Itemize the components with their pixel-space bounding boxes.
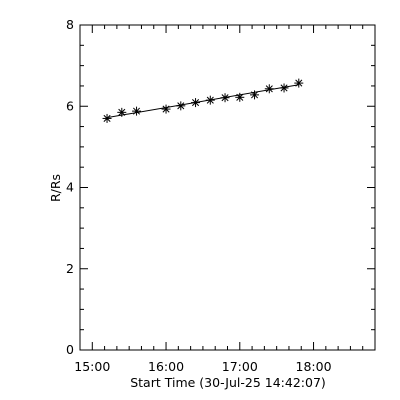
data-point — [294, 78, 304, 88]
data-point — [235, 92, 245, 102]
fit-line-group — [106, 84, 299, 119]
data-point — [132, 106, 142, 116]
data-point — [161, 104, 171, 114]
x-axis-tick-labels: 15:00 16:00 17:00 18:00 — [74, 359, 331, 374]
data-point — [279, 83, 289, 93]
data-point — [102, 113, 112, 123]
x-axis-ticks — [79, 25, 376, 350]
x-tick-label: 18:00 — [296, 359, 332, 374]
y-axis-ticks — [80, 24, 375, 351]
plot-frame — [79, 24, 376, 351]
data-point — [264, 84, 274, 94]
y-axis-tick-labels: 0 2 4 6 8 — [66, 17, 74, 357]
y-axis-label: R/Rs — [48, 174, 63, 202]
y-tick-label: 8 — [66, 17, 74, 32]
y-tick-label: 2 — [66, 261, 74, 276]
y-tick-label: 4 — [66, 180, 74, 195]
y-tick-label: 0 — [66, 342, 74, 357]
x-tick-label: 17:00 — [222, 359, 258, 374]
x-tick-label: 15:00 — [74, 359, 110, 374]
data-point — [205, 95, 215, 105]
x-axis-label: Start Time (30-Jul-25 14:42:07) — [130, 375, 326, 390]
data-point — [191, 98, 201, 108]
data-point — [117, 107, 127, 117]
data-point — [250, 90, 260, 100]
x-tick-label: 16:00 — [148, 359, 184, 374]
fit-line — [106, 84, 299, 119]
data-points — [102, 78, 304, 123]
y-tick-label: 6 — [66, 98, 74, 113]
data-point — [220, 93, 230, 103]
data-point — [176, 101, 186, 111]
